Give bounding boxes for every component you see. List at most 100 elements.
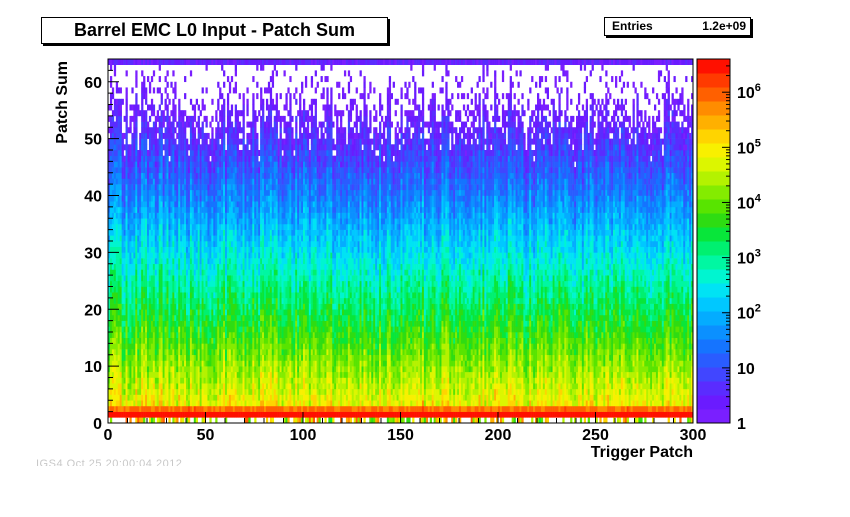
heatmap-cell [264, 161, 267, 168]
heatmap-cell [109, 388, 113, 395]
heatmap-cell [176, 161, 179, 168]
heatmap-cell [111, 269, 115, 276]
heatmap-cell [139, 235, 142, 242]
heatmap-cell [262, 161, 265, 168]
heatmap-cell [213, 360, 216, 367]
heatmap-cell [205, 258, 208, 265]
heatmap-cell [236, 218, 239, 225]
heatmap-cell [225, 354, 228, 361]
heatmap-cell [223, 110, 226, 117]
heatmap-cell [172, 167, 175, 174]
heatmap-cell [260, 360, 263, 367]
heatmap-cell [209, 218, 212, 225]
heatmap-cell [203, 366, 206, 373]
heatmap-cell [201, 121, 204, 128]
heatmap-cell [250, 206, 253, 213]
heatmap-cell [201, 167, 204, 174]
heatmap-cell [264, 252, 267, 259]
heatmap-cell [184, 59, 187, 65]
heatmap-cell [148, 337, 152, 344]
heatmap-cell [244, 349, 247, 356]
heatmap-cell [152, 127, 156, 134]
heatmap-cell [150, 184, 154, 191]
heatmap-cell [168, 320, 171, 327]
heatmap-cell [201, 309, 204, 316]
heatmap-cell [145, 155, 148, 162]
heatmap-cell [191, 366, 195, 373]
heatmap-cell [225, 383, 228, 390]
heatmap-cell [236, 349, 239, 356]
heatmap-cell [252, 297, 255, 304]
heatmap-cell [219, 360, 222, 367]
heatmap-cell [271, 337, 275, 344]
heatmap-cell [187, 161, 191, 168]
heatmap-cell [269, 218, 273, 225]
heatmap-cell [244, 269, 247, 276]
heatmap-cell [260, 303, 263, 310]
heatmap-cell [281, 195, 284, 202]
heatmap-cell [109, 241, 113, 247]
heatmap-cell [223, 349, 226, 356]
heatmap-cell [117, 184, 120, 191]
heatmap-cell [176, 343, 179, 350]
heatmap-cell [187, 172, 191, 179]
heatmap-cell [195, 417, 198, 424]
heatmap-cell [279, 121, 282, 128]
heatmap-cell [131, 405, 134, 412]
heatmap-cell [187, 184, 191, 191]
heatmap-cell [271, 411, 275, 418]
heatmap-cell [217, 246, 220, 253]
heatmap-cell [141, 366, 144, 373]
heatmap-cell [275, 121, 278, 128]
heatmap-cell [256, 366, 259, 373]
heatmap-cell [184, 93, 187, 100]
heatmap-cell [207, 178, 210, 185]
heatmap-cell [141, 161, 144, 168]
heatmap-cell [213, 235, 216, 242]
heatmap-cell [135, 400, 138, 407]
heatmap-cell [265, 206, 269, 213]
heatmap-cell [182, 411, 185, 418]
heatmap-cell [211, 354, 214, 361]
heatmap-cell [195, 292, 198, 299]
heatmap-cell [275, 138, 278, 145]
heatmap-cell [170, 332, 173, 338]
heatmap-cell [189, 223, 193, 230]
heatmap-cell [133, 127, 136, 134]
heatmap-cell [213, 258, 216, 265]
heatmap-cell [174, 280, 177, 287]
heatmap-cell [215, 280, 218, 287]
heatmap-cell [273, 394, 276, 401]
heatmap-cell [246, 314, 249, 321]
heatmap-cell [143, 218, 146, 225]
heatmap-cell [125, 286, 128, 293]
heatmap-cell [137, 189, 140, 196]
heatmap-cell [141, 206, 144, 213]
heatmap-cell [135, 252, 138, 259]
heatmap-cell [180, 235, 183, 242]
heatmap-cell [250, 292, 253, 299]
heatmap-cell [199, 269, 202, 276]
heatmap-cell [143, 229, 146, 236]
heatmap-cell [158, 286, 161, 293]
heatmap-cell [129, 388, 132, 395]
heatmap-cell [242, 184, 245, 191]
heatmap-cell [172, 400, 175, 407]
heatmap-cell [258, 343, 261, 350]
heatmap-cell [279, 161, 282, 168]
heatmap-cell [182, 212, 185, 219]
heatmap-cell [207, 241, 210, 247]
heatmap-cell [139, 241, 142, 247]
heatmap-cell [180, 326, 183, 333]
heatmap-cell [240, 303, 243, 310]
heatmap-cell [119, 184, 122, 191]
heatmap-cell [186, 354, 189, 361]
heatmap-cell [172, 127, 175, 134]
heatmap-cell [213, 303, 216, 310]
heatmap-cell [193, 388, 197, 395]
heatmap-cell [275, 201, 278, 208]
heatmap-cell [273, 332, 276, 338]
heatmap-cell [176, 195, 179, 202]
heatmap-cell [271, 343, 275, 350]
heatmap-cell [217, 132, 220, 139]
